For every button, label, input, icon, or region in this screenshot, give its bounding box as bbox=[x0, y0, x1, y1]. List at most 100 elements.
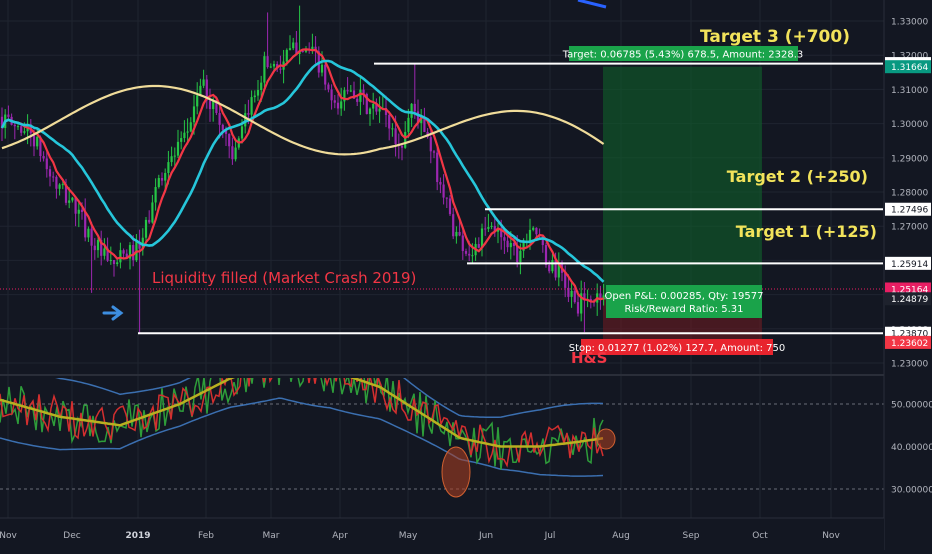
candle-body bbox=[532, 227, 535, 230]
candle-body bbox=[244, 113, 247, 127]
price-tag-label: 1.23870 bbox=[891, 330, 928, 340]
candle-body bbox=[416, 111, 420, 124]
candle-body bbox=[16, 126, 20, 128]
candle-body bbox=[199, 85, 202, 96]
candle-body bbox=[464, 251, 468, 254]
candle-body bbox=[96, 240, 100, 251]
candle-body bbox=[388, 114, 391, 129]
annotations: Target 3 (+700) Target 2 (+250) Target 1 (… bbox=[102, 0, 877, 367]
candle-body bbox=[71, 197, 74, 201]
candle-body bbox=[119, 250, 122, 263]
candle-body bbox=[266, 56, 269, 67]
candle-body bbox=[368, 108, 372, 115]
price-tag-label: 1.27496 bbox=[891, 206, 928, 216]
candle-body bbox=[170, 156, 173, 163]
candle-body bbox=[176, 141, 180, 156]
candle-body bbox=[458, 231, 461, 236]
candle-body bbox=[461, 235, 464, 252]
candle-body bbox=[167, 162, 170, 173]
candle-body bbox=[221, 124, 224, 131]
candle-body bbox=[452, 214, 455, 237]
candle-body bbox=[90, 228, 93, 246]
candle-body bbox=[52, 176, 55, 178]
candle-body bbox=[352, 90, 356, 99]
candle-body bbox=[116, 262, 119, 265]
candle-body bbox=[240, 126, 244, 139]
time-tick-label: May bbox=[399, 531, 418, 541]
candle-body bbox=[192, 106, 196, 123]
candle-body bbox=[109, 260, 112, 262]
price-axis-bg bbox=[884, 0, 932, 550]
candle-body bbox=[183, 132, 186, 139]
indicator-tick-label: 40.00000 bbox=[891, 443, 932, 453]
moving-average-line bbox=[1, 48, 604, 303]
candle-body bbox=[500, 228, 503, 238]
candle-body bbox=[420, 118, 423, 124]
price-tag-box bbox=[885, 292, 931, 306]
candle-body bbox=[336, 102, 340, 109]
time-tick-label: Nov bbox=[0, 531, 17, 541]
candle-body bbox=[285, 49, 288, 62]
candle-body bbox=[580, 293, 583, 314]
candle-body bbox=[359, 89, 362, 102]
candle-body bbox=[541, 235, 544, 246]
candle-body bbox=[231, 146, 234, 160]
price-tick-label: 1.33000 bbox=[891, 18, 928, 28]
time-tick-label: Feb bbox=[198, 531, 214, 541]
candle-body bbox=[327, 84, 330, 90]
candle-body bbox=[506, 240, 509, 248]
candle-body bbox=[320, 64, 324, 73]
candle-body bbox=[80, 209, 84, 213]
candle-body bbox=[279, 68, 282, 70]
candle-body bbox=[410, 103, 413, 118]
candle-body bbox=[583, 293, 586, 301]
price-tick-label: 1.30000 bbox=[891, 120, 928, 130]
time-tick-label: Nov bbox=[822, 531, 840, 541]
candle-body bbox=[68, 200, 71, 203]
candle-body bbox=[77, 209, 80, 214]
price-tag-label: 1.31664 bbox=[891, 63, 928, 73]
candle-body bbox=[551, 260, 554, 272]
target-box bbox=[569, 46, 798, 61]
candle-body bbox=[87, 228, 90, 238]
price-tick-label: 1.28000 bbox=[891, 189, 928, 199]
candle-body bbox=[429, 137, 432, 152]
candle-body bbox=[61, 184, 64, 186]
candle-body bbox=[480, 228, 484, 248]
price-tag-label: 1.25164 bbox=[891, 285, 928, 295]
candle-body bbox=[164, 172, 167, 181]
candle-body bbox=[128, 245, 132, 259]
candle-body bbox=[432, 151, 436, 153]
candle-body bbox=[439, 181, 442, 185]
blue-trend-stub bbox=[577, 0, 607, 9]
candle-body bbox=[384, 107, 388, 115]
candle-body bbox=[292, 42, 295, 49]
candle-body bbox=[535, 227, 538, 235]
candle-body bbox=[375, 103, 378, 112]
pnl-line2: Risk/Reward Ratio: 5.31 bbox=[624, 304, 743, 315]
candle-body bbox=[548, 265, 551, 272]
candle-body bbox=[362, 89, 365, 94]
candle-body bbox=[394, 128, 397, 145]
price-tag-box bbox=[885, 256, 931, 270]
candle-body bbox=[324, 64, 327, 85]
candle-body bbox=[32, 133, 36, 147]
candle-body bbox=[160, 178, 164, 181]
candle-body bbox=[468, 253, 471, 256]
candle-body bbox=[151, 202, 154, 223]
time-tick-label: Dec bbox=[63, 531, 80, 541]
price-tick-label: 1.29000 bbox=[891, 154, 928, 164]
indicator-tick-label: 30.00000 bbox=[891, 486, 932, 496]
candle-body bbox=[132, 245, 135, 261]
candle-body bbox=[45, 158, 48, 170]
price-tick-label: 1.31000 bbox=[891, 86, 928, 96]
candle-body bbox=[39, 136, 42, 157]
price-tick-label: 1.27000 bbox=[891, 223, 928, 233]
candle-body bbox=[256, 90, 260, 96]
indicator-lower-band bbox=[0, 397, 604, 477]
candle-body bbox=[493, 225, 496, 232]
target-label: Target 3 (+700) bbox=[700, 27, 850, 47]
candle-body bbox=[180, 138, 183, 142]
candle-body bbox=[477, 244, 480, 248]
